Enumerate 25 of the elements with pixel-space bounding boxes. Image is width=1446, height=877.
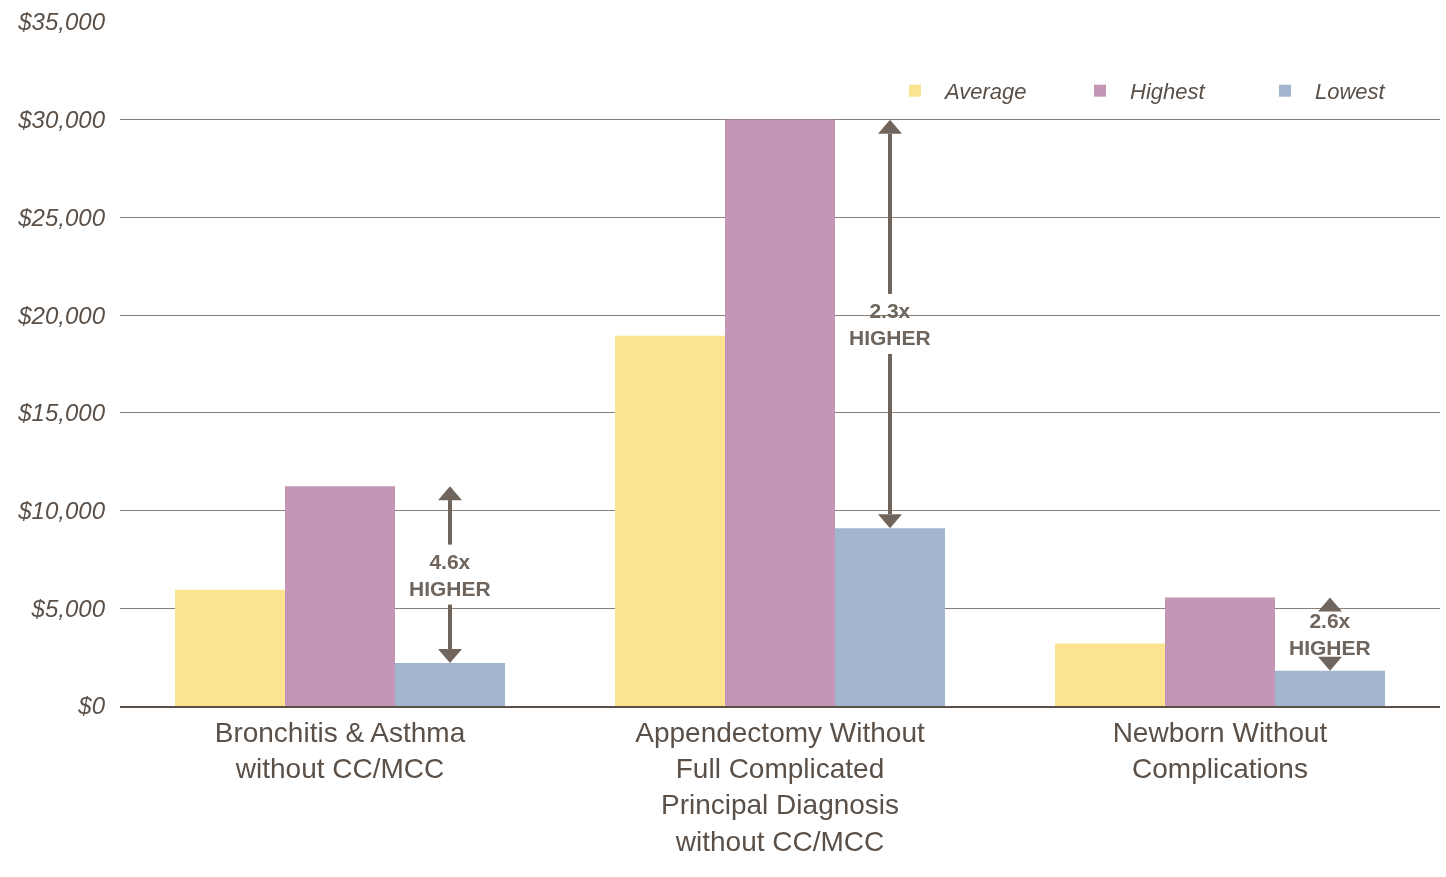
bar	[1275, 670, 1385, 706]
annotation: 4.6x HIGHER	[409, 550, 491, 601]
y-tick-label: $25,000	[17, 203, 106, 231]
y-tick-label: $35,000	[17, 8, 106, 36]
legend-label: Lowest	[1315, 79, 1386, 105]
x-tick-label: Newborn Without Complications	[1112, 716, 1328, 784]
bar	[615, 335, 725, 706]
bar	[285, 486, 395, 706]
y-tick-label: $30,000	[17, 106, 106, 134]
y-tick-label: $5,000	[30, 594, 106, 622]
y-tick-label: $0	[77, 692, 106, 720]
bar	[395, 663, 505, 706]
legend-label: Highest	[1130, 79, 1206, 105]
x-tick-label: Appendectomy Without Full Complicated Principal Diagnosis without CC/MCC	[635, 716, 925, 857]
bar	[1165, 597, 1275, 706]
annotation: 2.6x HIGHER	[1289, 609, 1371, 660]
bar	[175, 589, 285, 706]
y-tick-label: $20,000	[17, 301, 106, 329]
bar	[725, 119, 835, 706]
y-tick-label: $10,000	[17, 496, 106, 524]
y-tick-label: $15,000	[17, 399, 106, 427]
legend-label: Average	[943, 79, 1027, 105]
x-tick-label: Bronchitis & Asthma without CC/MCC	[214, 716, 466, 784]
bar	[1055, 643, 1165, 706]
bar	[835, 528, 945, 706]
